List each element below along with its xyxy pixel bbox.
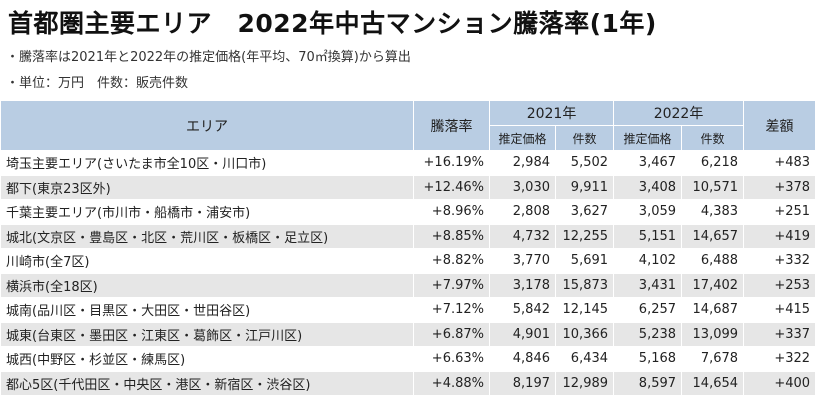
cell-rate: +8.82% (413, 248, 490, 274)
cell-count-2022: 14,687 (681, 297, 745, 323)
cell-area: 城北(文京区・豊島区・北区・荒川区・板橋区・足立区) (0, 223, 414, 249)
cell-diff: +253 (743, 272, 816, 298)
cell-price-2021: 3,030 (489, 174, 556, 200)
table-body: 埼玉主要エリア(さいたま市全10区・川口市) +16.19% 2,984 5,5… (0, 150, 816, 396)
cell-price-2022: 3,467 (613, 150, 683, 176)
cell-area: 横浜市(全18区) (0, 272, 414, 298)
table-row: 城東(台東区・墨田区・江東区・葛飾区・江戸川区) +6.87% 4,901 10… (0, 321, 816, 347)
header-price-2022: 推定価格 (613, 125, 683, 151)
cell-price-2021: 4,732 (489, 223, 556, 249)
cell-count-2021: 12,145 (554, 297, 615, 323)
header-count-2022: 件数 (681, 125, 745, 151)
table-row: 埼玉主要エリア(さいたま市全10区・川口市) +16.19% 2,984 5,5… (0, 150, 816, 176)
cell-diff: +337 (743, 321, 816, 347)
header-price-2021: 推定価格 (489, 125, 556, 151)
page-title: 首都圏主要エリア 2022年中古マンション騰落率(1年) (8, 9, 657, 38)
cell-price-2022: 5,168 (613, 346, 683, 372)
header-year-2021: 2021年 (488, 100, 615, 126)
cell-price-2021: 4,846 (489, 346, 556, 372)
cell-area: 川崎市(全7区) (0, 248, 414, 274)
cell-count-2021: 9,911 (554, 174, 615, 200)
table-row: 城北(文京区・豊島区・北区・荒川区・板橋区・足立区) +8.85% 4,732 … (0, 223, 816, 249)
cell-count-2021: 10,366 (554, 321, 615, 347)
cell-area: 千葉主要エリア(市川市・船橋市・浦安市) (0, 199, 414, 225)
header-area: エリア (0, 100, 414, 151)
header-diff: 差額 (743, 100, 816, 151)
table-row: 横浜市(全18区) +7.97% 3,178 15,873 3,431 17,4… (0, 272, 816, 298)
header-year-2022: 2022年 (613, 100, 745, 126)
cell-count-2021: 12,989 (554, 370, 615, 396)
cell-diff: +483 (743, 150, 816, 176)
table-row: 城南(品川区・目黒区・大田区・世田谷区) +7.12% 5,842 12,145… (0, 297, 816, 323)
cell-area: 都下(東京23区外) (0, 174, 414, 200)
note-calculation: ・騰落率は2021年と2022年の推定価格(年平均、70㎡換算)から算出 (6, 50, 411, 65)
cell-rate: +4.88% (413, 370, 490, 396)
cell-rate: +8.85% (413, 223, 490, 249)
cell-rate: +6.87% (413, 321, 490, 347)
cell-price-2021: 2,808 (489, 199, 556, 225)
price-change-table: エリア 騰落率 2021年 2022年 差額 推定価格 件数 推定価格 件数 埼… (0, 100, 816, 396)
note-units: ・単位：万円 件数：販売件数 (6, 76, 189, 91)
cell-price-2022: 3,408 (613, 174, 683, 200)
cell-price-2021: 3,770 (489, 248, 556, 274)
cell-rate: +8.96% (413, 199, 490, 225)
cell-count-2022: 14,654 (681, 370, 745, 396)
cell-price-2022: 5,238 (613, 321, 683, 347)
cell-diff: +332 (743, 248, 816, 274)
cell-area: 城西(中野区・杉並区・練馬区) (0, 346, 414, 372)
cell-price-2022: 3,431 (613, 272, 683, 298)
cell-rate: +12.46% (413, 174, 490, 200)
cell-area: 城東(台東区・墨田区・江東区・葛飾区・江戸川区) (0, 321, 414, 347)
cell-price-2022: 8,597 (613, 370, 683, 396)
cell-area: 埼玉主要エリア(さいたま市全10区・川口市) (0, 150, 414, 176)
cell-diff: +378 (743, 174, 816, 200)
header-count-2021: 件数 (554, 125, 615, 151)
cell-count-2021: 3,627 (554, 199, 615, 225)
cell-count-2022: 4,383 (681, 199, 745, 225)
cell-area: 城南(品川区・目黒区・大田区・世田谷区) (0, 297, 414, 323)
cell-price-2021: 2,984 (489, 150, 556, 176)
cell-count-2021: 12,255 (554, 223, 615, 249)
cell-diff: +322 (743, 346, 816, 372)
cell-price-2022: 6,257 (613, 297, 683, 323)
cell-rate: +7.12% (413, 297, 490, 323)
cell-diff: +400 (743, 370, 816, 396)
cell-price-2022: 3,059 (613, 199, 683, 225)
cell-count-2022: 6,488 (681, 248, 745, 274)
cell-diff: +419 (743, 223, 816, 249)
cell-rate: +16.19% (413, 150, 490, 176)
cell-price-2021: 3,178 (489, 272, 556, 298)
cell-rate: +7.97% (413, 272, 490, 298)
cell-price-2021: 8,197 (489, 370, 556, 396)
table-row: 都心5区(千代田区・中央区・港区・新宿区・渋谷区) +4.88% 8,197 1… (0, 370, 816, 396)
cell-price-2021: 5,842 (489, 297, 556, 323)
cell-price-2021: 4,901 (489, 321, 556, 347)
cell-count-2021: 15,873 (554, 272, 615, 298)
table-row: 川崎市(全7区) +8.82% 3,770 5,691 4,102 6,488 … (0, 248, 816, 274)
table-row: 城西(中野区・杉並区・練馬区) +6.63% 4,846 6,434 5,168… (0, 346, 816, 372)
cell-count-2022: 7,678 (681, 346, 745, 372)
cell-count-2022: 6,218 (681, 150, 745, 176)
cell-diff: +251 (743, 199, 816, 225)
cell-count-2022: 10,571 (681, 174, 745, 200)
table-row: 都下(東京23区外) +12.46% 3,030 9,911 3,408 10,… (0, 174, 816, 200)
cell-rate: +6.63% (413, 346, 490, 372)
cell-price-2022: 5,151 (613, 223, 683, 249)
cell-area: 都心5区(千代田区・中央区・港区・新宿区・渋谷区) (0, 370, 414, 396)
cell-price-2022: 4,102 (613, 248, 683, 274)
cell-count-2021: 5,691 (554, 248, 615, 274)
cell-count-2021: 5,502 (554, 150, 615, 176)
header-rate: 騰落率 (413, 100, 490, 151)
cell-count-2022: 13,099 (681, 321, 745, 347)
cell-count-2021: 6,434 (554, 346, 615, 372)
cell-count-2022: 17,402 (681, 272, 745, 298)
cell-count-2022: 14,657 (681, 223, 745, 249)
cell-diff: +415 (743, 297, 816, 323)
table-row: 千葉主要エリア(市川市・船橋市・浦安市) +8.96% 2,808 3,627 … (0, 199, 816, 225)
